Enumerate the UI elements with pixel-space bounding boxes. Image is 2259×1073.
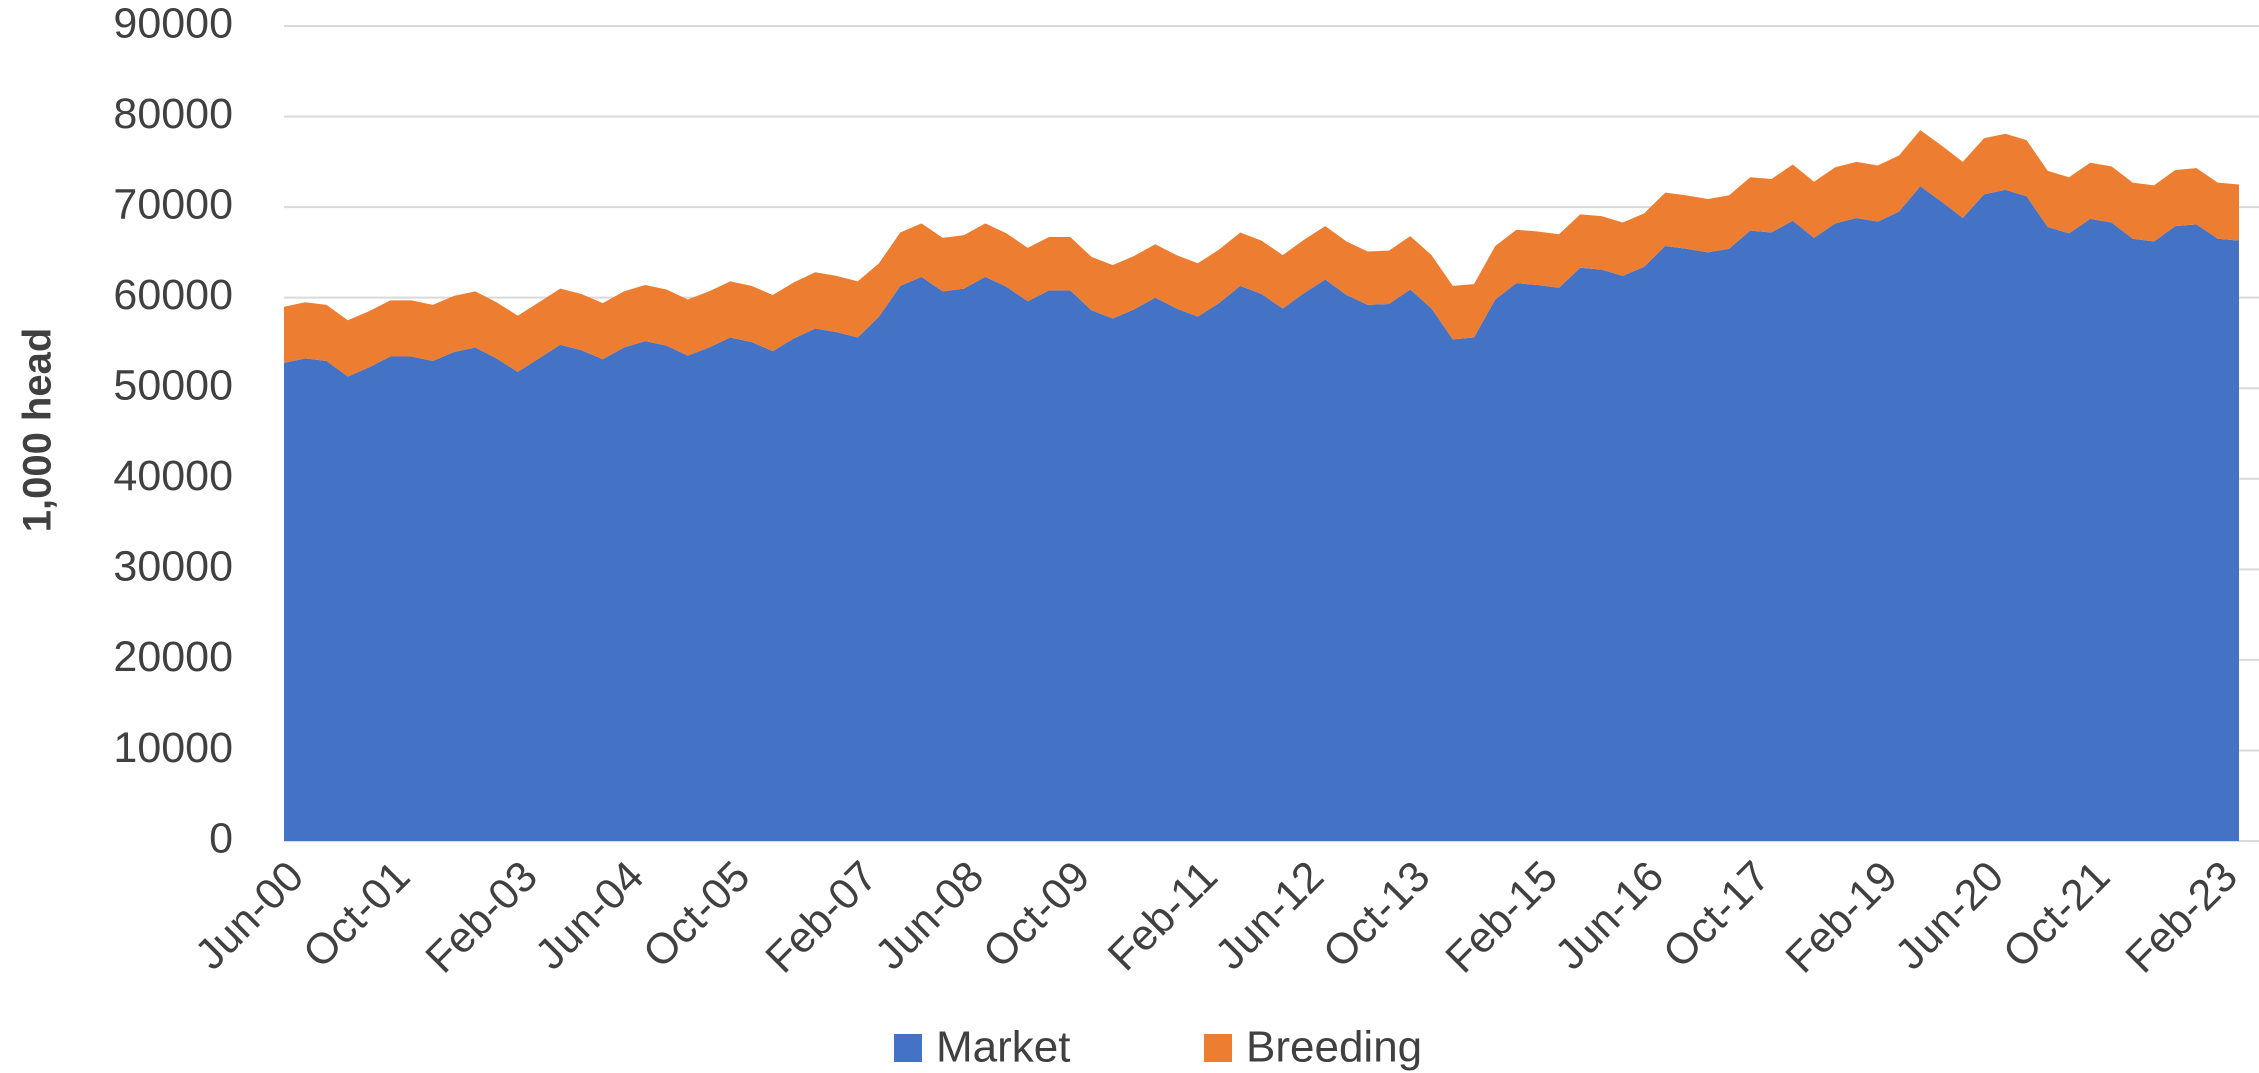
x-tick-label: Oct-09 bbox=[974, 852, 1099, 977]
y-tick-label: 20000 bbox=[113, 633, 233, 681]
x-tick-label: Jun-20 bbox=[1886, 852, 2013, 979]
x-tick-label: Feb-23 bbox=[2117, 852, 2247, 982]
x-tick-label: Oct-05 bbox=[634, 852, 759, 977]
x-tick-label: Oct-13 bbox=[1314, 852, 1439, 977]
x-tick-label: Jun-16 bbox=[1546, 852, 1673, 979]
x-tick-label: Oct-01 bbox=[294, 852, 419, 977]
legend-label: Breeding bbox=[1246, 1023, 1422, 1072]
y-tick-label: 0 bbox=[209, 814, 233, 862]
x-tick-label: Feb-19 bbox=[1777, 852, 1907, 982]
y-axis-label: 1,000 head bbox=[16, 328, 60, 533]
legend-label: Market bbox=[936, 1023, 1070, 1072]
y-tick-label: 70000 bbox=[113, 180, 233, 228]
x-tick-label: Jun-00 bbox=[186, 852, 313, 979]
legend-swatch bbox=[894, 1034, 922, 1062]
x-tick-label: Oct-17 bbox=[1654, 852, 1779, 977]
y-tick-label: 90000 bbox=[113, 0, 233, 47]
legend-swatch bbox=[1204, 1034, 1232, 1062]
y-tick-label: 30000 bbox=[113, 543, 233, 591]
area bbox=[284, 186, 2239, 842]
y-tick-label: 10000 bbox=[113, 724, 233, 772]
x-tick-label: Feb-11 bbox=[1099, 852, 1227, 980]
y-tick-label: 80000 bbox=[113, 90, 233, 138]
x-tick-label: Feb-03 bbox=[417, 852, 547, 982]
y-tick-label: 50000 bbox=[113, 362, 233, 410]
y-tick-label: 60000 bbox=[113, 271, 233, 319]
x-tick-label: Jun-04 bbox=[526, 852, 653, 979]
y-tick-label: 40000 bbox=[113, 452, 233, 500]
x-tick-label: Oct-21 bbox=[1994, 852, 2119, 977]
x-tick-label: Feb-15 bbox=[1437, 852, 1567, 982]
area bbox=[284, 130, 2239, 377]
x-tick-label: Jun-08 bbox=[866, 852, 993, 979]
x-tick-label: Jun-12 bbox=[1206, 852, 1333, 979]
x-tick-label: Feb-07 bbox=[757, 852, 887, 982]
